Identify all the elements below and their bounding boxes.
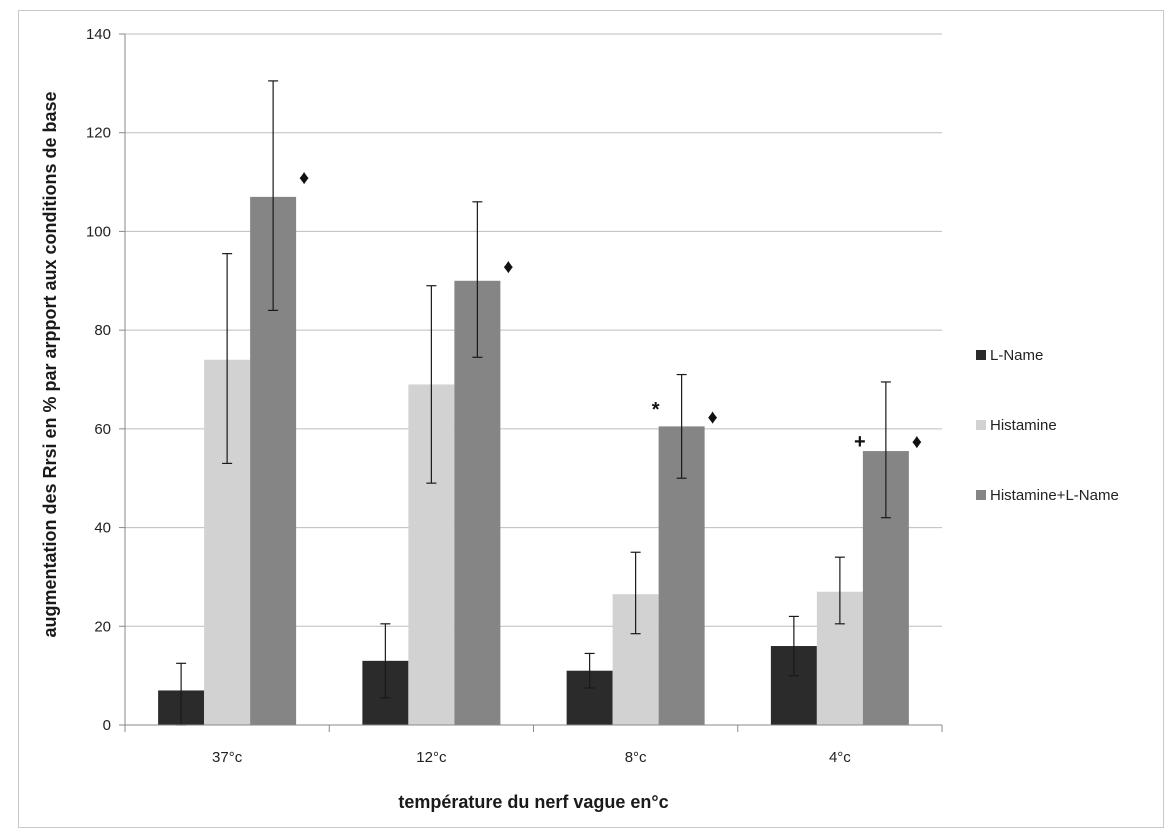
diamond-marker: ♦ xyxy=(503,256,513,278)
legend-item: L-Name xyxy=(976,347,1043,364)
x-axis-title: température du nerf vague en°c xyxy=(398,792,668,812)
diamond-marker: ♦ xyxy=(299,167,309,189)
y-tick-label: 60 xyxy=(94,421,111,438)
chart-frame: ♦ ♦ ♦ ♦ * + 0 20 40 60 80 100 120 140 37°c 12°c 8°c 4°c … xyxy=(18,10,1164,828)
error-bars xyxy=(176,80,891,726)
y-tick-label: 0 xyxy=(103,717,111,734)
significance-markers: ♦ ♦ ♦ ♦ * + xyxy=(299,167,922,453)
legend: L-Name Histamine Histamine+L-Name xyxy=(976,347,1119,504)
legend-label: Histamine xyxy=(990,417,1057,434)
y-tick-label: 40 xyxy=(94,520,111,537)
x-tick-label: 8°c xyxy=(625,749,647,766)
x-tick-label: 37°c xyxy=(212,749,243,766)
diamond-marker: ♦ xyxy=(912,431,922,453)
y-tick-label: 20 xyxy=(94,618,111,635)
legend-swatch xyxy=(976,420,986,430)
x-tick-label: 4°c xyxy=(829,749,851,766)
y-tick-label: 80 xyxy=(94,322,111,339)
legend-label: L-Name xyxy=(990,347,1043,364)
legend-item: Histamine+L-Name xyxy=(976,487,1119,504)
y-tick-label: 100 xyxy=(86,223,111,240)
y-axis-title: augmentation des Rrsi en % par arpport a… xyxy=(40,91,60,637)
diamond-marker: ♦ xyxy=(708,407,718,429)
y-tick-label: 120 xyxy=(86,125,111,142)
y-tick-label: 140 xyxy=(86,26,111,43)
bars xyxy=(158,196,909,726)
significance-marker: + xyxy=(854,431,866,453)
axes: 0 20 40 60 80 100 120 140 37°c 12°c 8°c 4°c xyxy=(86,26,943,766)
legend-label: Histamine+L-Name xyxy=(990,487,1119,504)
legend-item: Histamine xyxy=(976,417,1057,434)
x-tick-label: 12°c xyxy=(416,749,447,766)
legend-swatch xyxy=(976,350,986,360)
significance-marker: * xyxy=(652,399,660,421)
legend-swatch xyxy=(976,490,986,500)
